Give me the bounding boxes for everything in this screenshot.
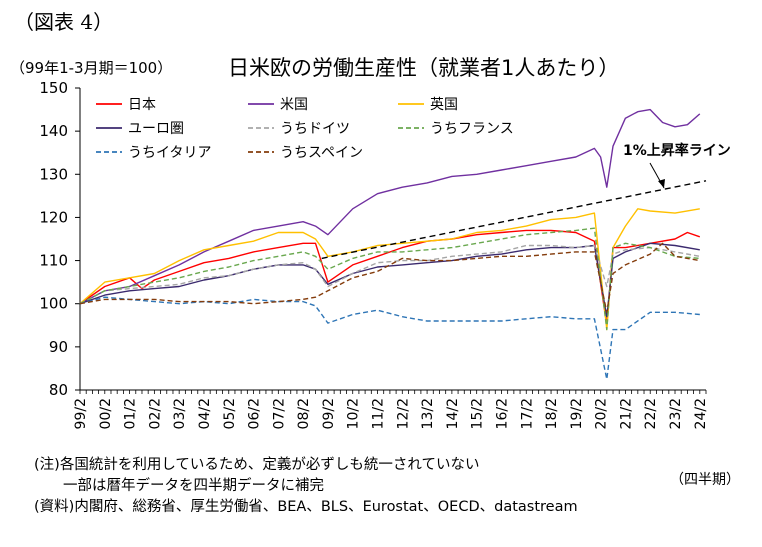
period-label: （四半期） [670, 472, 740, 488]
x-tick-label: 05/2 [222, 398, 238, 429]
x-tick-label: 11/2 [371, 398, 387, 429]
y-tick-label: 150 [39, 79, 68, 97]
source-line: (資料)内閣府、総務省、厚生労働省、BEA、BLS、Eurostat、OECD、… [34, 499, 578, 515]
unit-label: （99年1-3月期＝100） [10, 59, 173, 77]
x-tick-label: 04/2 [197, 398, 213, 429]
series-line-うちドイツ [79, 244, 700, 305]
y-tick-label: 120 [39, 208, 68, 226]
legend-label: 米国 [280, 97, 308, 113]
series-layer: 1%上昇率ライン [79, 108, 731, 380]
x-tick-label: 08/2 [296, 398, 312, 429]
x-tick-label: 24/2 [693, 398, 709, 429]
series-line-英国 [79, 208, 700, 331]
legend-label: ユーロ圏 [128, 121, 184, 137]
x-tick-label: 03/2 [172, 398, 188, 429]
y-tick-label: 130 [39, 165, 68, 183]
x-tick-label: 22/2 [643, 398, 659, 429]
x-tick-label: 99/2 [73, 398, 89, 429]
x-tick-label: 09/2 [321, 398, 337, 429]
legend-label: うちイタリア [128, 145, 211, 161]
y-tick-label: 90 [49, 338, 68, 356]
chart-title: 日米欧の労働生産性（就業者1人あたり） [228, 56, 620, 80]
x-tick-label: 00/2 [98, 398, 114, 429]
y-tick-label: 110 [39, 252, 68, 270]
note-line-1: (注)各国統計を利用しているため、定義が必ずしも統一されていない [34, 457, 480, 473]
legend-label: うちフランス [430, 121, 514, 137]
x-tick-label: 20/2 [594, 398, 610, 429]
x-tick-label: 02/2 [147, 398, 163, 429]
x-tick-label: 23/2 [668, 398, 684, 429]
y-tick-label: 80 [49, 381, 68, 399]
legend-label: うちスペイン [280, 145, 363, 161]
series-line-うちスペイン [79, 242, 700, 313]
x-tick-label: 17/2 [519, 398, 535, 429]
series-line-うちフランス [79, 227, 700, 331]
x-tick-label: 19/2 [569, 398, 585, 429]
note-line-2: 一部は暦年データを四半期データに補完 [34, 478, 324, 494]
x-tick-label: 07/2 [271, 398, 287, 429]
series-line-米国 [79, 108, 701, 305]
chart-axes: 80 90 100 110 120 130 140 150 99/2 00/2 01/2 02/2 03… [39, 79, 708, 429]
x-tick-label: 15/2 [470, 398, 486, 429]
y-tick-label: 140 [39, 122, 68, 140]
series-line-ユーロ圏 [79, 242, 700, 318]
x-tick-label: 18/2 [544, 398, 560, 429]
figure-label: （図表 4） [14, 10, 114, 34]
legend-label: うちドイツ [280, 121, 350, 137]
legend-label: 日本 [128, 97, 156, 113]
legend-label: 英国 [430, 96, 458, 113]
series-line-うちイタリア [79, 296, 700, 380]
x-tick-label: 10/2 [346, 398, 362, 429]
x-tick-label: 06/2 [247, 398, 263, 429]
reference-line [321, 180, 707, 260]
annotation-arrowhead [658, 179, 665, 188]
annotation-label: 1%上昇率ライン [623, 142, 731, 159]
x-tick-label: 13/2 [420, 398, 436, 429]
y-tick-label: 100 [39, 295, 68, 313]
x-tick-label: 01/2 [123, 398, 139, 429]
x-tick-label: 21/2 [618, 398, 634, 429]
notes: (注)各国統計を利用しているため、定義が必ずしも統一されていない 一部は暦年デー… [34, 455, 578, 518]
x-tick-label: 12/2 [395, 398, 411, 429]
x-tick-label: 14/2 [445, 398, 461, 429]
x-tick-label: 16/2 [494, 398, 510, 429]
